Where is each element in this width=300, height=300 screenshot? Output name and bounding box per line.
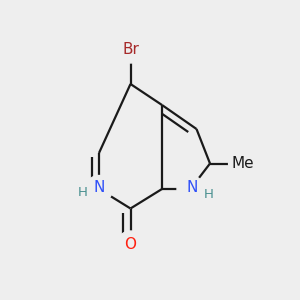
Text: H: H bbox=[78, 185, 87, 199]
Text: N: N bbox=[186, 180, 198, 195]
Circle shape bbox=[177, 176, 204, 203]
Text: O: O bbox=[124, 237, 136, 252]
Circle shape bbox=[85, 176, 112, 203]
Text: H: H bbox=[204, 188, 213, 202]
Text: Br: Br bbox=[122, 42, 139, 57]
Circle shape bbox=[117, 231, 144, 258]
Text: N: N bbox=[93, 180, 105, 195]
Text: Me: Me bbox=[232, 156, 254, 171]
Circle shape bbox=[117, 36, 144, 63]
Circle shape bbox=[229, 149, 257, 178]
